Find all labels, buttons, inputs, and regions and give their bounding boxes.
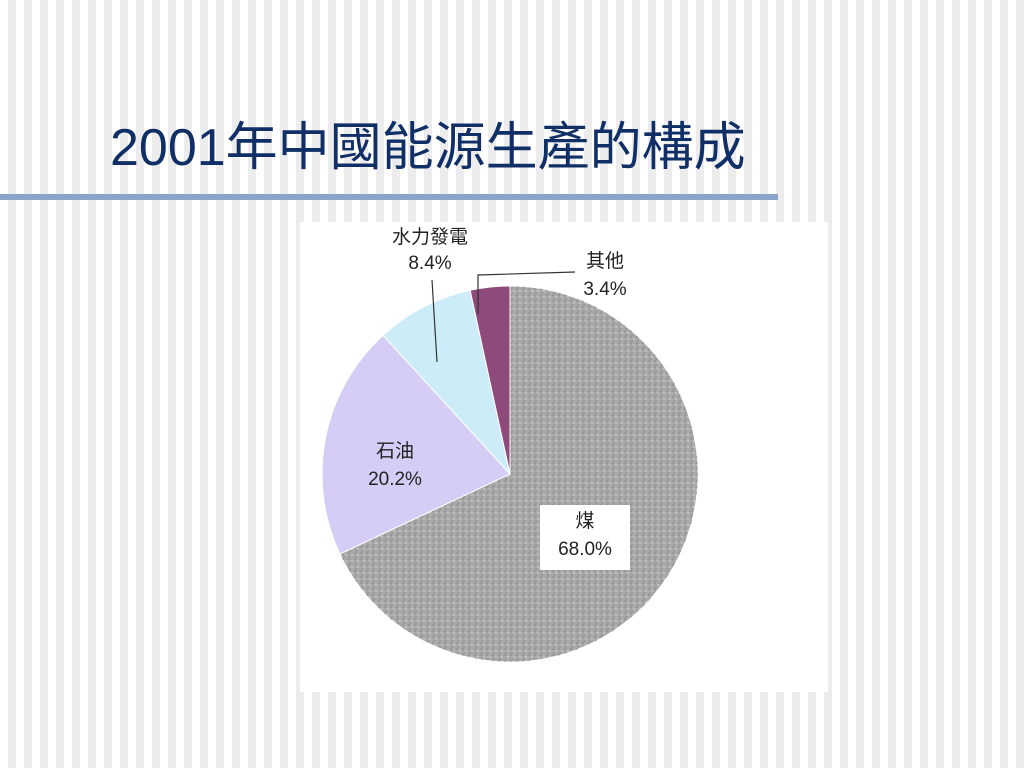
chart: 煤 68.0% 石油 20.2% 水力發電 8.4% 其他 3.4% bbox=[300, 222, 828, 692]
leader-line bbox=[431, 279, 438, 363]
value-label: 20.2% bbox=[368, 469, 422, 490]
value-label: 8.4% bbox=[408, 253, 451, 274]
value-label: 68.0% bbox=[558, 539, 612, 560]
slice-label: 其他 bbox=[586, 250, 624, 272]
value-label: 3.4% bbox=[583, 279, 626, 300]
label-box bbox=[540, 505, 630, 570]
title-rule bbox=[0, 194, 778, 200]
pie-slice bbox=[469, 285, 511, 475]
pie-slice bbox=[321, 334, 511, 555]
slice-label: 水力發電 bbox=[392, 226, 468, 248]
slice-label: 煤 bbox=[575, 510, 594, 532]
pie-slice bbox=[382, 289, 511, 476]
slide-title: 2001年中國能源生產的構成 bbox=[110, 119, 746, 177]
leader-line bbox=[477, 271, 576, 314]
slice-label: 石油 bbox=[376, 440, 414, 462]
